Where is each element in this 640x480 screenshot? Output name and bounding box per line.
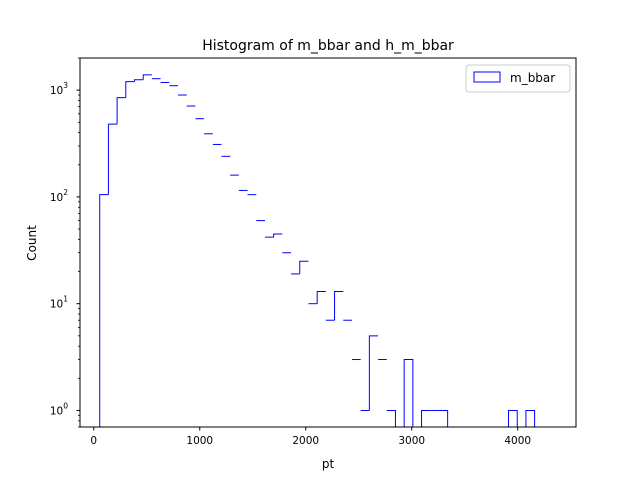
histogram-bin — [403, 359, 414, 427]
histogram-bin — [134, 79, 144, 82]
histogram-bin — [299, 260, 309, 274]
histogram-bin — [273, 233, 283, 238]
histogram-bin — [368, 335, 379, 411]
histogram-bin — [334, 291, 344, 321]
y-tick-label: 100 — [50, 401, 68, 417]
x-tick-label: 2000 — [292, 435, 319, 447]
histogram-bin — [107, 123, 118, 195]
y-tick-label: 101 — [50, 295, 68, 311]
y-tick-label: 102 — [50, 188, 68, 204]
histogram-bin — [438, 409, 449, 427]
x-axis-ticks: 0 1000 2000 3000 4000 — [90, 427, 531, 447]
x-tick-label: 3000 — [398, 435, 425, 447]
histogram-bin — [386, 409, 396, 427]
legend-label: m_bbar — [510, 71, 555, 85]
x-tick-label: 1000 — [186, 435, 213, 447]
x-tick-label: 4000 — [504, 435, 531, 447]
y-tick-label: 103 — [50, 81, 68, 97]
histogram-bin — [525, 409, 536, 427]
x-tick-label: 0 — [90, 435, 97, 447]
y-axis-label: Count — [25, 225, 39, 261]
histogram-bin — [508, 409, 518, 427]
histogram-bin — [316, 291, 326, 304]
legend: m_bbar — [465, 64, 571, 93]
histogram-bin — [421, 409, 431, 427]
histogram-bin — [125, 81, 135, 98]
chart-title: Histogram of m_bbar and h_m_bbar — [202, 38, 454, 54]
x-axis-label: pt — [322, 457, 335, 471]
plot-area — [99, 74, 536, 427]
legend-swatch — [473, 71, 501, 83]
histogram-bin — [116, 97, 126, 125]
axes-frame — [79, 57, 577, 428]
histogram-bin — [99, 194, 109, 427]
histogram-bin — [142, 74, 152, 80]
y-axis-ticks: 100 101 102 103 — [50, 57, 80, 428]
